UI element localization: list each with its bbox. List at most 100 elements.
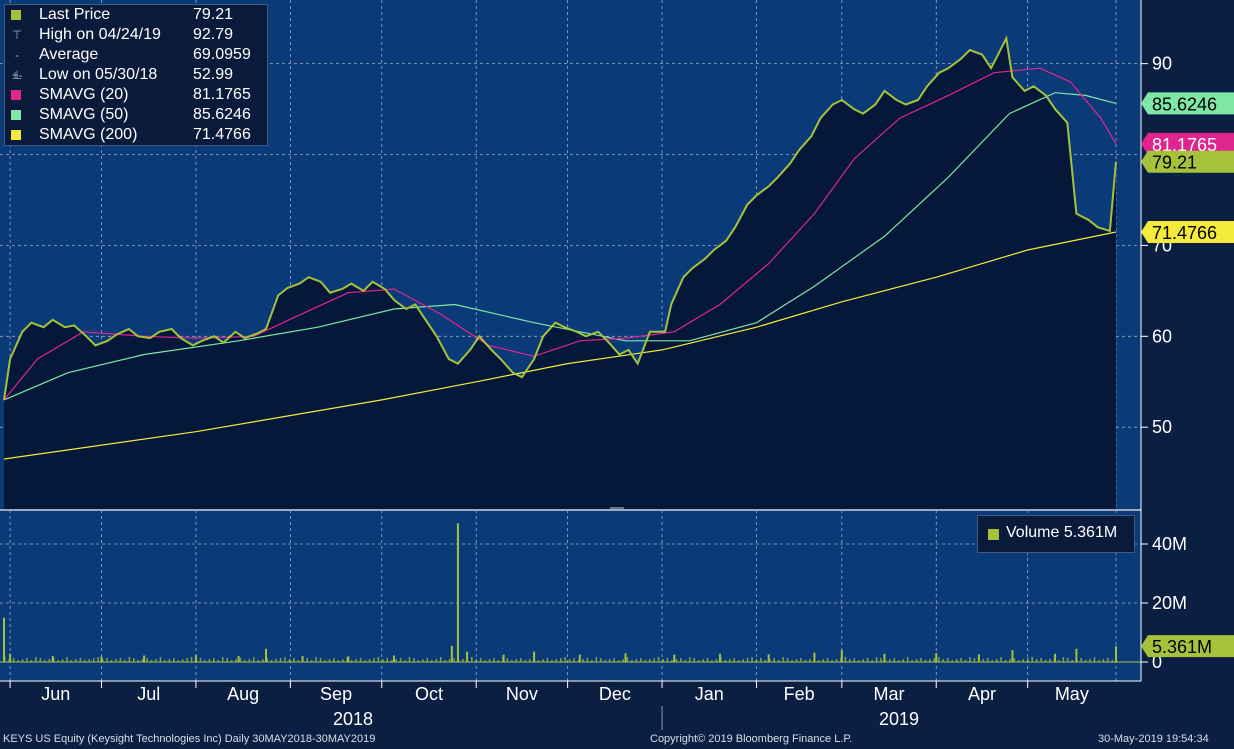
volume-bar (386, 658, 389, 662)
volume-bar (310, 660, 313, 662)
legend-row-sma200[interactable]: SMAVG (200) 71.4766 (5, 125, 267, 145)
volume-bar (164, 660, 166, 662)
volume-bar (1004, 660, 1007, 662)
volume-bar (786, 658, 789, 662)
series-line-last-price (3, 35, 1117, 401)
volume-bar (413, 658, 415, 662)
legend-label: SMAVG (50) (39, 106, 129, 123)
volume-bar (935, 653, 938, 662)
date-axis-background (0, 681, 1141, 730)
volume-bar (817, 660, 820, 662)
volume-bar (186, 658, 188, 662)
volume-bar (511, 660, 513, 662)
volume-bar (347, 656, 350, 662)
volume-bar (173, 658, 175, 662)
price-tag-label: 85.6246 (1152, 94, 1217, 114)
volume-bar (146, 658, 148, 662)
volume-bar (319, 658, 322, 662)
volume-bar (840, 650, 843, 662)
volume-bar (377, 657, 380, 662)
volume-bar (1035, 659, 1038, 662)
volume-axis: 0 20M 40M 5.361M (1141, 534, 1234, 672)
volume-bar (26, 658, 28, 662)
volume-bar (840, 658, 842, 662)
volume-bar (608, 659, 611, 662)
legend-row-low[interactable]: ⊥ Low on 05/30/18 52.99 (5, 65, 267, 85)
legend-row-average[interactable]: -+- Average 69.0959 (5, 45, 267, 82)
volume-bar (875, 657, 878, 662)
volume-bar (226, 658, 228, 662)
volume-bar (337, 660, 340, 662)
volume-bar (804, 660, 807, 662)
legend-row-sma20[interactable]: SMAVG (20) 81.1765 (5, 85, 267, 105)
legend-value: 69.0959 (193, 46, 251, 63)
volume-bar (542, 659, 544, 662)
volume-bar (555, 659, 558, 662)
volume-bar (230, 660, 233, 662)
volume-bar (92, 658, 95, 662)
volume-bar (673, 654, 676, 662)
volume-legend[interactable]: Volume 5.361M (977, 515, 1135, 553)
volume-bar (235, 659, 237, 662)
volume-bar (546, 658, 549, 662)
volume-bar (75, 659, 77, 662)
volume-bar (648, 659, 651, 662)
legend-value: 81.1765 (193, 86, 251, 103)
sma200-swatch (11, 130, 21, 140)
legend-row-high[interactable]: ⊤ High on 04/24/19 92.79 (5, 25, 267, 45)
volume-bar (871, 660, 873, 662)
volume-bar (199, 658, 202, 662)
price-tag-label: 81.1765 (1152, 135, 1217, 155)
volume-bar (404, 660, 406, 662)
volume-bar (435, 659, 437, 662)
volume-bar (1115, 646, 1117, 662)
volume-bar (270, 660, 273, 662)
volume-bar (938, 657, 940, 662)
volume-bar (573, 658, 575, 662)
volume-bar (644, 660, 647, 662)
volume-bar (141, 659, 144, 662)
volume-bar (969, 657, 971, 662)
legend-row-last-price[interactable]: Last Price 79.21 (5, 5, 267, 25)
volume-bar (119, 658, 122, 662)
volume-bar (9, 653, 12, 662)
volume-bar (30, 660, 33, 662)
average-marker-icon: -+- (11, 48, 23, 82)
volume-bar (79, 658, 82, 662)
volume-bar (475, 659, 477, 662)
volume-bar (626, 657, 629, 662)
volume-bar (497, 660, 500, 662)
volume-bar (239, 658, 242, 662)
legend-label: Low on 05/30/18 (39, 66, 158, 83)
volume-bar (390, 660, 393, 662)
volume-bar (1040, 658, 1042, 662)
price-tag-label: 71.4766 (1152, 223, 1217, 243)
copyright-notice: Copyright© 2019 Bloomberg Finance L.P. (650, 733, 853, 745)
volume-bar (1075, 659, 1078, 662)
volume-panel-background (0, 511, 1141, 681)
volume-bar (1107, 658, 1109, 662)
volume-bar (208, 659, 211, 662)
price-legend[interactable]: Last Price 79.21 ⊤ High on 04/24/19 92.7… (4, 4, 268, 146)
volume-bar (800, 658, 802, 662)
volume-bar (462, 659, 464, 662)
volume-bar (448, 659, 451, 662)
volume-bar (1080, 658, 1082, 662)
volume-bar (1084, 660, 1087, 662)
volume-bar (920, 658, 922, 662)
price-tick-label: 60 (1152, 326, 1172, 346)
volume-bar (706, 658, 709, 662)
volume-bar (143, 655, 146, 662)
volume-bar (528, 659, 531, 662)
volume-bar (426, 658, 429, 662)
volume-bar (688, 657, 691, 662)
month-label: Oct (415, 684, 443, 704)
volume-bar (346, 657, 348, 662)
volume-bar (1000, 657, 1002, 662)
month-label: Jul (137, 684, 160, 704)
legend-row-sma50[interactable]: SMAVG (50) 85.6246 (5, 105, 267, 125)
volume-bar (666, 658, 669, 662)
volume-bar (342, 659, 344, 662)
series-line-smavg-20 (3, 67, 1117, 401)
volume-bar (718, 653, 721, 662)
